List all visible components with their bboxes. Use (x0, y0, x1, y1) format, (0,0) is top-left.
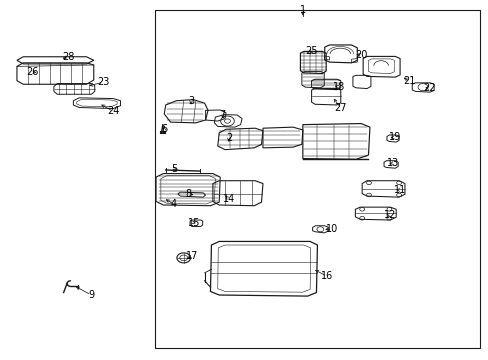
Text: 3: 3 (187, 96, 194, 106)
Text: 22: 22 (422, 83, 435, 93)
Text: 25: 25 (305, 46, 317, 57)
Text: 19: 19 (388, 132, 401, 142)
Text: 14: 14 (223, 194, 235, 204)
Text: 5: 5 (170, 163, 177, 174)
Text: 21: 21 (403, 76, 415, 86)
Text: 11: 11 (393, 185, 406, 195)
Text: 24: 24 (107, 107, 119, 116)
Text: 17: 17 (185, 251, 198, 261)
Text: 2: 2 (225, 133, 232, 143)
Text: 26: 26 (26, 67, 38, 77)
Text: 13: 13 (386, 158, 398, 168)
Text: 4: 4 (171, 199, 177, 209)
Text: 6: 6 (161, 124, 167, 134)
Text: 7: 7 (219, 110, 225, 120)
Text: 1: 1 (299, 5, 305, 15)
Text: 16: 16 (321, 271, 333, 282)
Text: 23: 23 (97, 77, 109, 87)
Text: 27: 27 (334, 103, 346, 113)
Text: 12: 12 (384, 210, 396, 220)
Text: 18: 18 (332, 82, 344, 92)
Text: 8: 8 (185, 189, 191, 199)
Text: 15: 15 (188, 218, 200, 228)
Text: 9: 9 (88, 290, 94, 300)
Text: 10: 10 (325, 224, 338, 234)
Bar (154, 10, 479, 348)
Text: 28: 28 (62, 52, 75, 62)
Text: 20: 20 (354, 50, 366, 60)
